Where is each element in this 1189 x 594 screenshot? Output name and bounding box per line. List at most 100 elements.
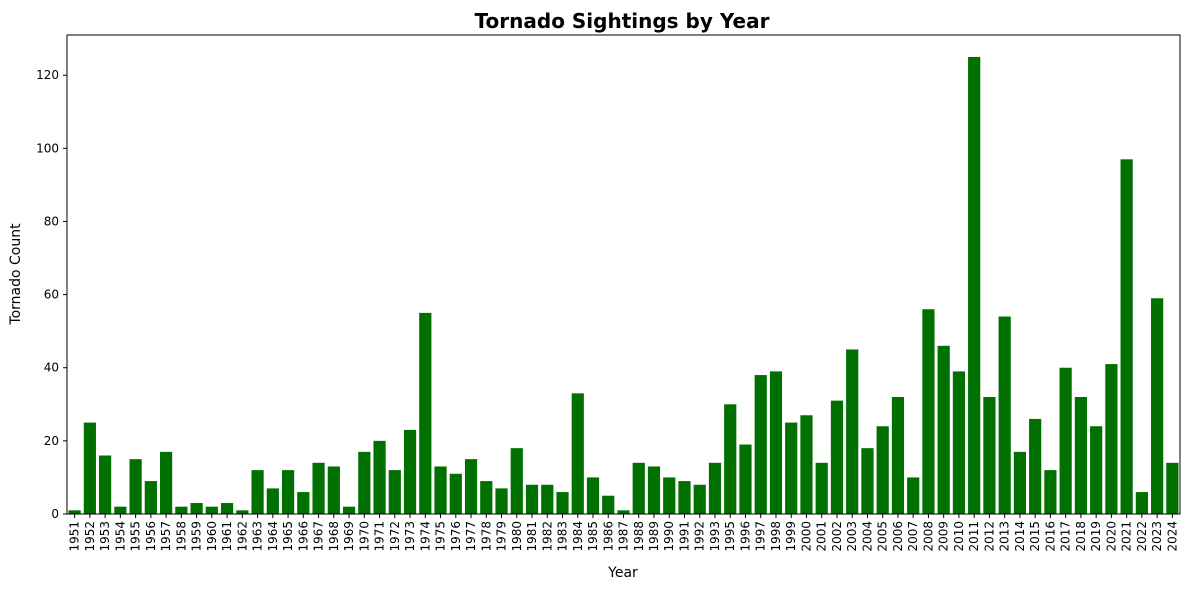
x-tick-label-2024: 2024 [1165,521,1179,552]
bar-1951 [68,510,81,514]
bar-1987 [617,510,630,514]
x-tick-label-2009: 2009 [937,521,951,552]
x-tick-label-1963: 1963 [251,521,265,552]
bar-1978 [480,481,493,514]
x-tick-label-2002: 2002 [830,521,844,552]
bar-2023 [1151,298,1164,514]
bar-1983 [556,492,569,514]
bar-1974 [419,312,432,514]
bar-1991 [678,481,691,514]
x-tick-label-1967: 1967 [312,521,326,552]
bar-1996 [739,444,752,514]
x-tick-label-1995: 1995 [723,521,737,552]
x-tick-label-2013: 2013 [998,521,1012,552]
bar-1999 [785,422,798,514]
bar-1970 [358,451,371,514]
x-tick-label-1996: 1996 [738,521,752,552]
x-tick-label-1989: 1989 [647,521,661,552]
bar-1988 [632,462,645,514]
bar-2004 [861,448,874,514]
bar-1957 [160,451,173,514]
x-tick-label-2008: 2008 [921,521,935,552]
bar-2006 [891,396,905,514]
x-tick-label-1960: 1960 [205,521,219,552]
bar-1965 [281,470,295,514]
bars-group [68,56,1179,514]
x-tick-label-1981: 1981 [525,521,539,552]
y-tick-label-120: 120 [36,68,59,82]
y-tick-label-20: 20 [44,434,59,448]
x-tick-label-1966: 1966 [296,521,310,552]
bar-1989 [647,466,661,514]
bar-1966 [297,492,310,514]
x-tick-label-1972: 1972 [388,521,402,552]
bar-1995 [724,404,737,514]
bar-2011 [968,56,981,514]
x-tick-label-2022: 2022 [1135,521,1149,552]
x-tick-label-2006: 2006 [891,521,905,552]
x-tick-label-1983: 1983 [556,521,570,552]
bar-1959 [190,503,203,514]
bar-2007 [907,477,920,514]
x-tick-label-1982: 1982 [540,521,554,552]
x-tick-label-1984: 1984 [571,521,585,552]
x-tick-label-1951: 1951 [68,521,82,552]
x-tick-label-1952: 1952 [83,521,97,552]
x-tick-label-1954: 1954 [113,521,127,552]
bar-1960 [205,506,218,514]
bar-2003 [846,349,859,514]
x-tick-label-1958: 1958 [174,521,188,552]
x-tick-label-1980: 1980 [510,521,524,552]
bar-1979 [495,488,508,514]
bar-2022 [1135,492,1148,514]
x-tick-label-1986: 1986 [601,521,615,552]
x-tick-label-1971: 1971 [373,521,387,552]
bar-1975 [434,466,447,514]
x-tick-label-1976: 1976 [449,521,463,552]
bar-1997 [754,375,767,514]
x-tick-label-2023: 2023 [1150,521,1164,552]
y-tick-label-100: 100 [36,141,59,155]
bar-1955 [129,459,142,514]
x-tick-label-2015: 2015 [1028,521,1042,552]
x-tick-label-1978: 1978 [479,521,493,552]
x-tick-label-1977: 1977 [464,521,478,552]
x-tick-label-2018: 2018 [1074,521,1088,552]
y-axis-label: Tornado Count [8,223,24,326]
x-tick-label-1987: 1987 [617,521,631,552]
x-tick-label-2003: 2003 [845,521,859,552]
x-tick-label-2017: 2017 [1059,521,1073,552]
x-tick-label-2020: 2020 [1104,521,1118,552]
bar-2002 [830,400,844,514]
bar-2013 [998,316,1011,514]
bar-1982 [541,484,554,514]
x-tick-label-1974: 1974 [418,521,432,552]
x-tick-label-1993: 1993 [708,521,722,552]
x-axis-ticks: 1951 1952 1953 1954 1955 1956 1957 1958 1959 1960… [68,514,1179,552]
bar-2018 [1074,396,1087,514]
bar-1977 [464,459,478,514]
chart-title: Tornado Sightings by Year [475,9,770,33]
bar-1984 [571,393,584,514]
bar-1981 [525,484,539,514]
bar-2024 [1166,462,1179,514]
x-tick-label-1979: 1979 [495,521,509,552]
bar-1985 [586,477,600,514]
x-tick-label-2021: 2021 [1120,521,1134,552]
bar-1993 [708,462,722,514]
bar-1998 [769,371,783,514]
x-tick-label-1997: 1997 [754,521,768,552]
bar-1953 [99,455,112,514]
bar-2012 [983,396,996,514]
x-tick-label-1985: 1985 [586,521,600,552]
y-tick-label-80: 80 [44,214,59,228]
x-axis-label: Year [607,565,638,581]
bar-1968 [327,466,340,514]
x-tick-label-1998: 1998 [769,521,783,552]
x-tick-label-1969: 1969 [342,521,356,552]
plot-frame [66,34,1181,515]
bar-1961 [220,503,234,514]
bar-1962 [236,510,249,514]
x-tick-label-1968: 1968 [327,521,341,552]
